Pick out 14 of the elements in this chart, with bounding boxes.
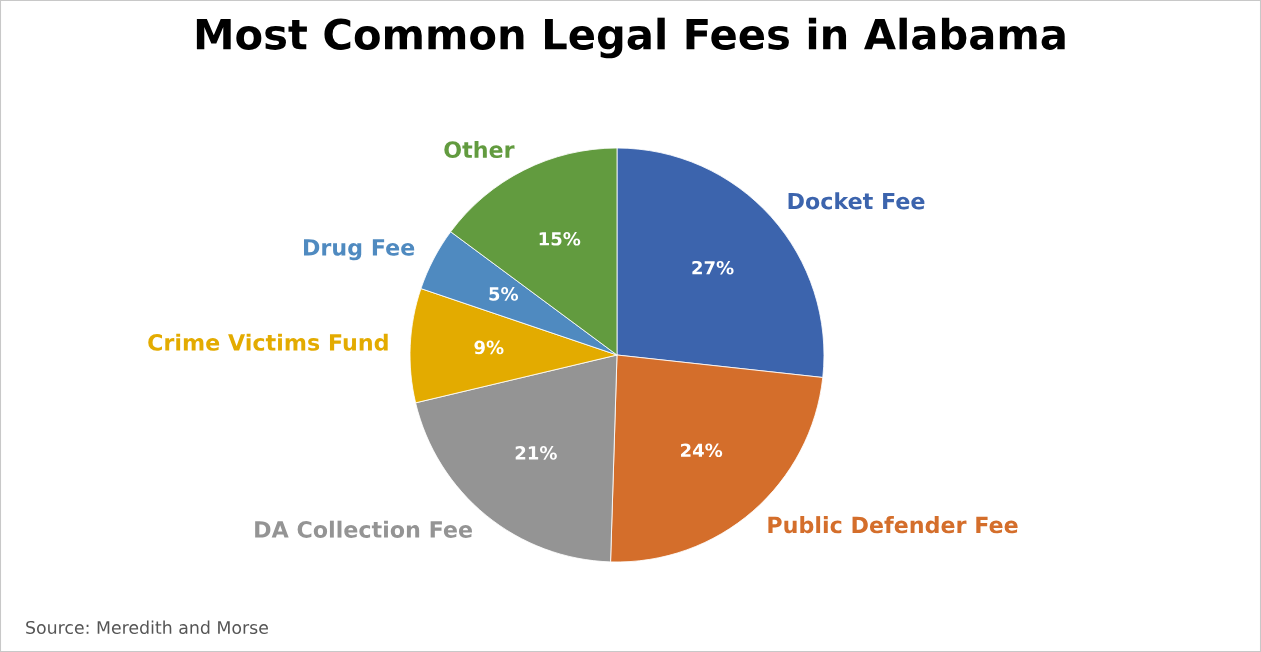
slice-label: Drug Fee [303,239,415,261]
data-label: 9% [474,340,504,355]
data-label: 15% [539,231,581,246]
chart-title: Most Common Legal Fees in Alabama [196,17,1065,59]
slice-label: Crime Victims Fund [148,333,388,351]
data-label: 21% [515,446,557,460]
slice-label: DA Collection Fee [255,520,472,538]
slice-label: Docket Fee [788,192,925,210]
source-note: Source: Meredith and Morse [26,620,268,635]
data-label: 24% [681,443,723,458]
slice-label: Other [444,140,515,159]
data-label: 5% [489,287,519,301]
data-label: 27% [692,260,734,275]
slice-label: Public Defender Fee [768,516,1018,534]
